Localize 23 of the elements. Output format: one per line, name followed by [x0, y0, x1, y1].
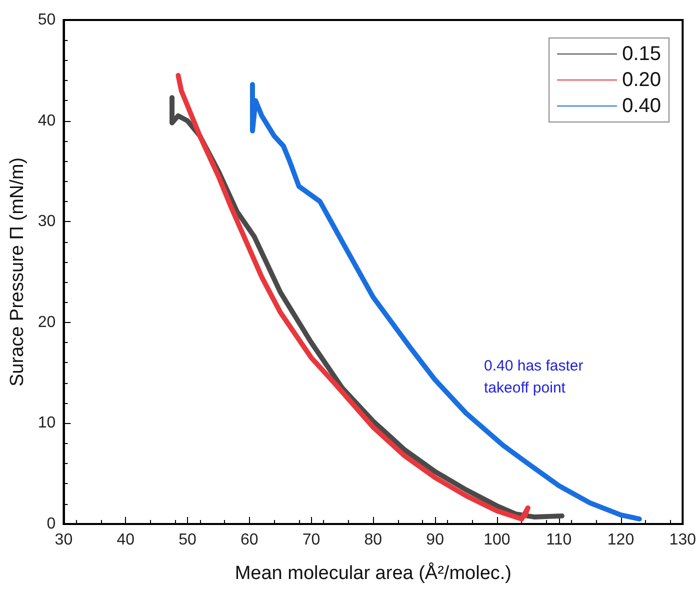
annotation: 0.40 has faster takeoff point	[484, 358, 588, 396]
y-tick-label: 30	[38, 213, 56, 230]
legend-label: 0.15	[622, 43, 662, 65]
x-tick-label: 80	[364, 532, 382, 548]
y-tick-label: 50	[38, 12, 56, 28]
legend-label: 0.40	[622, 95, 662, 117]
y-tick-label: 0	[46, 516, 56, 532]
y-tick-label: 20	[38, 314, 56, 331]
x-tick-label: 70	[302, 532, 320, 548]
y-tick-label: 10	[38, 414, 56, 432]
x-tick-label: 30	[54, 532, 73, 548]
x-axis-title: Mean molecular area (Å²/molec.)	[234, 562, 512, 584]
x-tick-label: 90	[426, 532, 444, 548]
y-axis-title: Surace Pressure Π (mN/m)	[7, 157, 28, 387]
x-tick-label: 60	[240, 532, 258, 548]
legend-label: 0.20	[622, 69, 662, 91]
x-tick-label: 40	[116, 532, 135, 548]
x-tick-label: 110	[546, 532, 572, 548]
x-tick-label: 100	[484, 532, 510, 548]
x-tick-label: 130	[669, 532, 696, 548]
x-tick-label: 50	[178, 532, 196, 548]
y-tick-label: 40	[38, 112, 56, 130]
x-tick-label: 120	[607, 532, 634, 548]
